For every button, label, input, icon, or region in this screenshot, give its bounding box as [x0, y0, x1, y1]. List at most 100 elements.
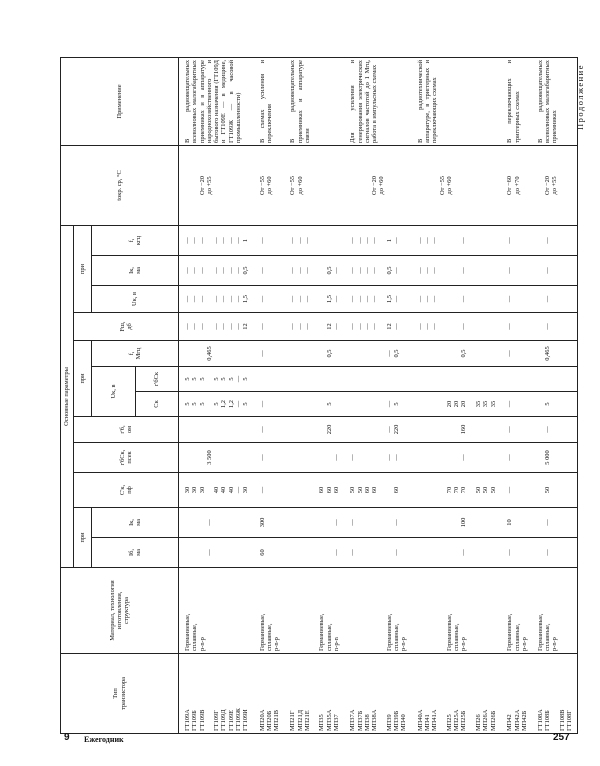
type-cell: МП21Г МП21Д МП21Е МП35 МП35А МП37 [284, 653, 345, 734]
material-cell: Германиевые, сплавные, p-n-p [178, 567, 254, 654]
uk2-cell: — [501, 285, 532, 313]
ik-cell: 100 [411, 507, 502, 538]
header-uk2: Uк, в [91, 285, 179, 313]
application-cell: В радиовещательных всеволновых малогабар… [178, 57, 254, 146]
transistor-parameters-table: Тип транзистора Материал, технология изг… [60, 57, 578, 734]
ck-cell: 70 70 70 50 50 50 [411, 472, 502, 508]
application-cell: В радиовещательных приемниках и аппарату… [284, 57, 345, 146]
f-khz-cell: — — — [284, 225, 345, 256]
f-mhz-cell: 0,5 [284, 340, 345, 367]
f-mhz-cell: — [501, 340, 532, 367]
type-cell: МП20А МП20Б МП21В [253, 653, 285, 734]
material-cell: Германиевые, сплавные, p-n-p [253, 567, 285, 654]
table-row: МП37А МП37Б МП38 МП38А МП39 МП39Б МП40 Г… [344, 57, 412, 734]
ik-cell: — [531, 507, 578, 538]
temperature-cell: От −55 до +60 [284, 145, 345, 226]
f-khz-cell: — [501, 225, 532, 256]
fsh-cell: — — — — [411, 312, 502, 341]
rotated-table-container: Тип транзистора Материал, технология изг… [60, 57, 578, 734]
uk-ck-cell: — [253, 391, 285, 417]
uk-ck-cell: 20 20 20 35 35 35 [411, 391, 502, 417]
rb-cell: 160 [411, 416, 502, 443]
rbck-cell: 5 000 [531, 442, 578, 473]
application-cell: В радиовещательных всеволновых малогабар… [531, 57, 578, 146]
rbck-cell: — [411, 442, 502, 473]
uk-ck-cell: — [501, 391, 532, 417]
rbck-cell: 3 500 [178, 442, 254, 473]
header-pri-3: при [73, 225, 92, 313]
fsh-cell: — — — — — — — 12 [178, 312, 254, 341]
ik-cell: — [284, 507, 345, 538]
ck-cell: 30 30 30 40 40 40 — 30 [178, 472, 254, 508]
uk2-cell: — [253, 285, 285, 313]
table-row: МП21Г МП21Д МП21Е МП35 МП35А МП37 Герман… [284, 57, 345, 734]
f-mhz-cell: 0,465 [531, 340, 578, 367]
uk-ck-cell: 5 [284, 391, 345, 417]
book-title: Ежегодник [84, 735, 124, 744]
header-ik2: Iк, ма [91, 255, 179, 286]
table-row: МП40А МП41 МП41А МП25 МП25А МП25Б МП26 М… [411, 57, 502, 734]
fsh-cell: — [531, 312, 578, 341]
rb-cell: — [501, 416, 532, 443]
ib-cell: 60 [253, 537, 285, 568]
rb-cell: — 220 [344, 416, 412, 443]
uk-rbck-cell [284, 366, 345, 392]
table-row: ГТ108А ГТ108Б ГТ108В ГТ108Г Германиевые, … [531, 57, 578, 734]
header-fsh: Fш, дб [73, 312, 179, 341]
header-type: Тип транзистора [60, 653, 179, 734]
header-application: Применение [60, 57, 179, 146]
ik2-cell: — [501, 255, 532, 286]
table-body: ГТ109А ГТ109Б ГТ109В ГТ109Г ГТ109Д ГТ109… [178, 57, 578, 734]
rbck-cell: — [284, 442, 345, 473]
f-mhz-cell: 0,465 [178, 340, 254, 367]
uk2-cell: — — — 1,5 — [284, 285, 345, 313]
header-ck: C'к, пф [73, 472, 179, 508]
rb-cell: — [531, 416, 578, 443]
header-main-params: Основные параметры [60, 225, 74, 568]
uk-rbck-cell: 5 5 5 5 5 5 — 5 [178, 366, 254, 392]
temperature-cell: От −20 до +55 [531, 145, 578, 226]
ik-cell: — [178, 507, 254, 538]
uk2-cell: — — — — [411, 285, 502, 313]
uk-rbck-cell [344, 366, 412, 392]
ib-cell: — — [344, 537, 412, 568]
fsh-cell: — [501, 312, 532, 341]
ik2-cell: — — — — — — — 0,5 [178, 255, 254, 286]
application-cell: В радиотехнической аппаратуре, в триггер… [411, 57, 502, 146]
uk-rbck-cell [501, 366, 532, 392]
header-temperature: tокр. ср, °C [60, 145, 179, 226]
type-cell: МП37А МП37Б МП38 МП38А МП39 МП39Б МП40 [344, 653, 412, 734]
material-cell: Германиевые, сплавные, p-n-p [411, 567, 502, 654]
table-row: ГТ109А ГТ109Б ГТ109В ГТ109Г ГТ109Д ГТ109… [178, 57, 254, 734]
header-uk: Uк, в [91, 366, 136, 417]
ck-cell: 60 60 60 [284, 472, 345, 508]
ik-cell: 300 [253, 507, 285, 538]
material-cell: Германиевые, сплавные, p-n-p [501, 567, 532, 654]
rb-cell [178, 416, 254, 443]
rb-cell: 220 [284, 416, 345, 443]
ib-cell: — [501, 537, 532, 568]
header-ik: Iк, ма [91, 507, 179, 538]
f-khz-cell: — [531, 225, 578, 256]
f-khz-cell: — — — — 1 — [344, 225, 412, 256]
table-row: МП20А МП20Б МП21В Германиевые, сплавные, … [253, 57, 285, 734]
ib-cell: — [284, 537, 345, 568]
ik-cell: 10 [501, 507, 532, 538]
temperature-cell: От −20 до +55 [178, 145, 254, 226]
uk-ck-cell: 5 [531, 391, 578, 417]
ck-cell: — [501, 472, 532, 508]
uk-rbck-cell [411, 366, 502, 392]
rb-cell: — [253, 416, 285, 443]
temperature-cell: От −55 до +60 [411, 145, 502, 226]
f-khz-cell: — — — — [411, 225, 502, 256]
header-f-khz: f, кгц [91, 225, 179, 256]
header-uk-ck: Cк [135, 391, 179, 417]
material-cell: Германиевые, сплавные, p-n-p [531, 567, 578, 654]
uk-rbck-cell [253, 366, 285, 392]
ib-cell: — [178, 537, 254, 568]
header-f-mhz: f, Мгц [91, 340, 179, 367]
material-cell: Германиевые, сплавные, p-n-p [344, 567, 412, 654]
temperature-cell: От −20 до +60 [344, 145, 412, 226]
header-ib: Iб, ма [91, 537, 179, 568]
type-cell: МП42 МП42А МП42Б [501, 653, 532, 734]
